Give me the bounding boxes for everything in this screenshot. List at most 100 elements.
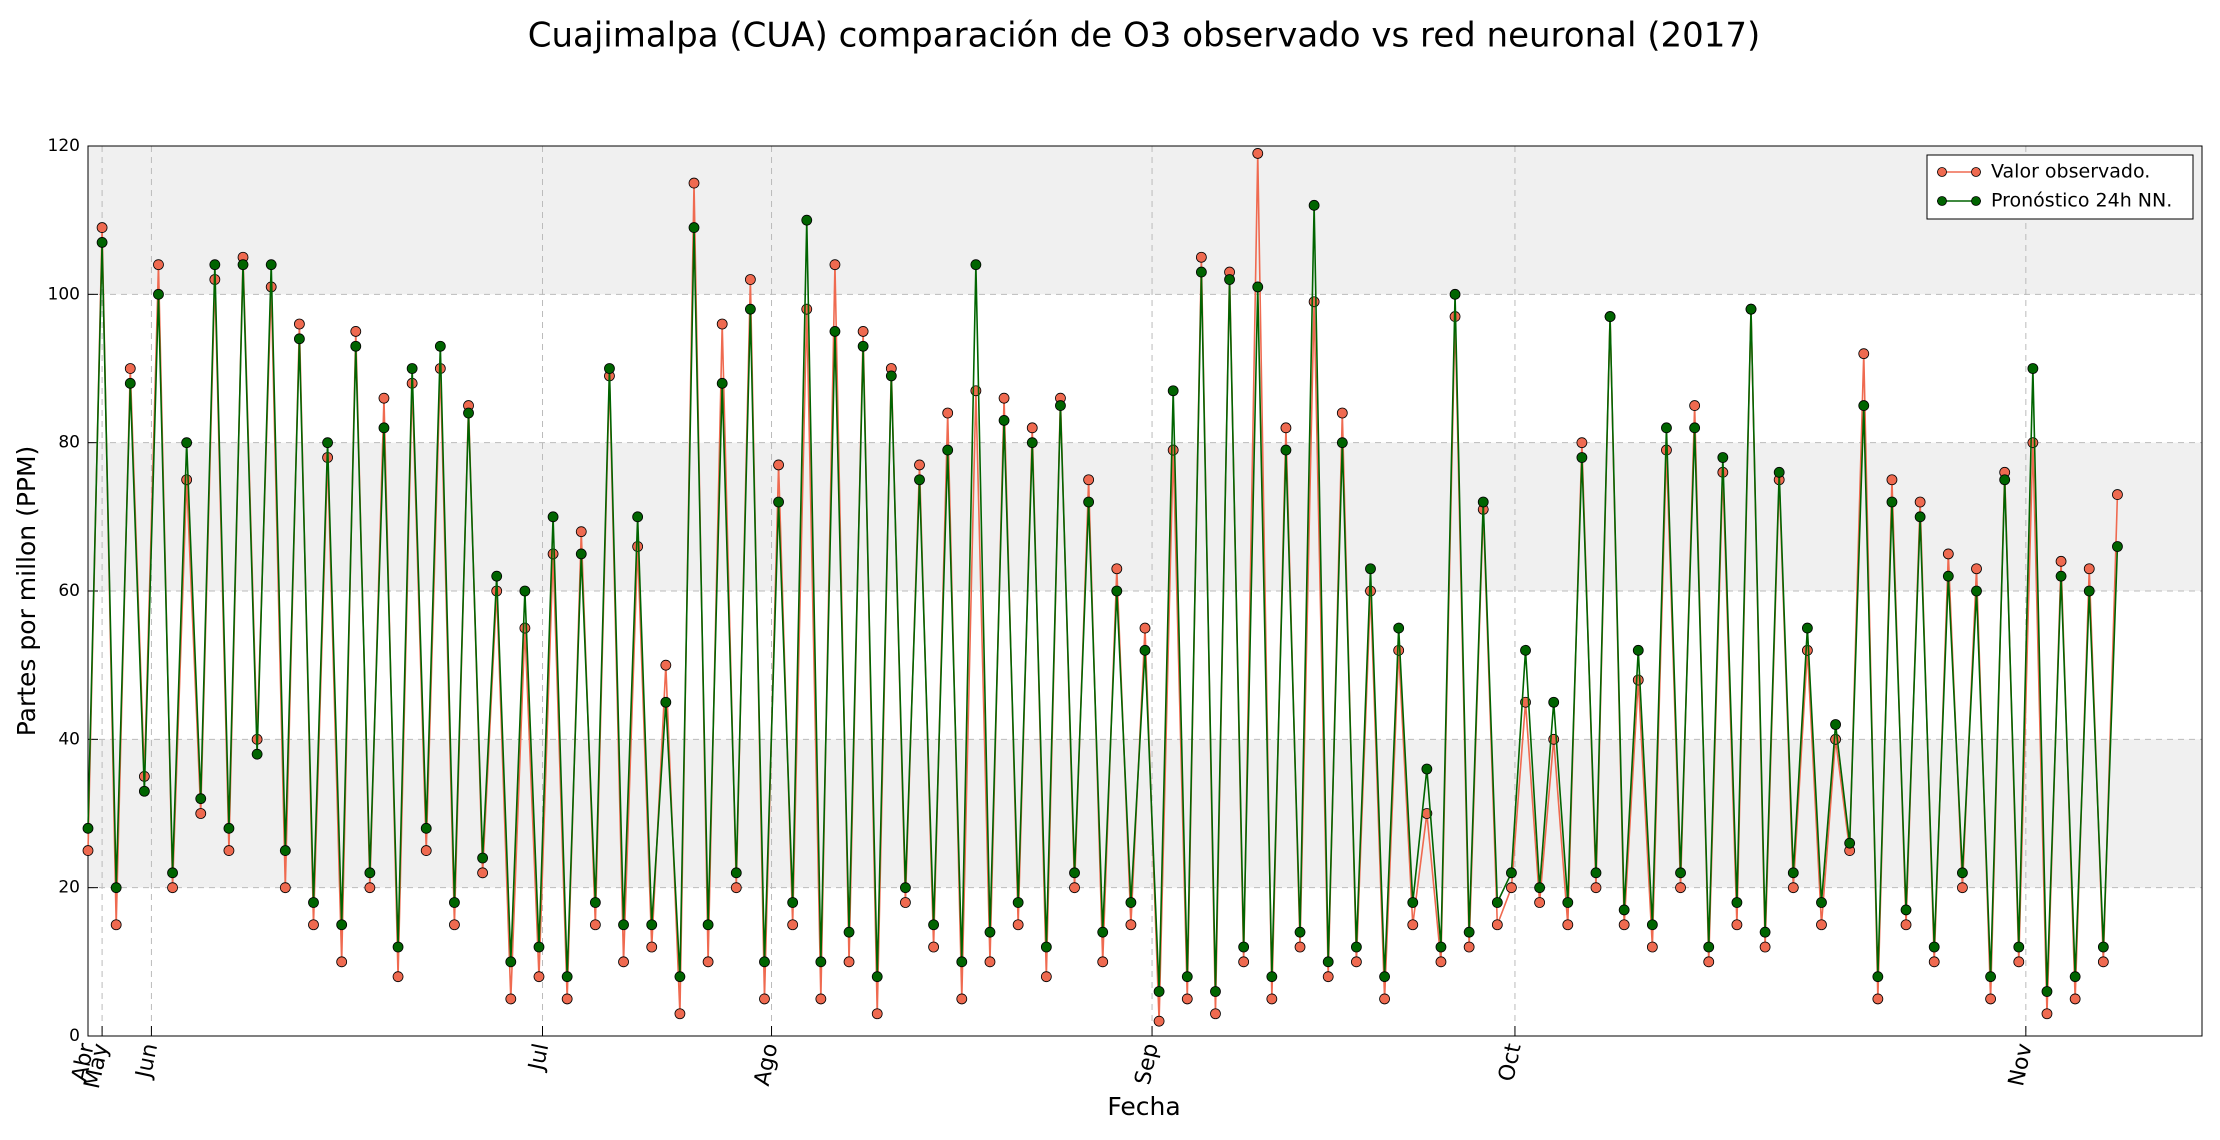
data-point <box>1604 311 1616 322</box>
data-point <box>195 793 207 805</box>
data-point <box>1971 585 1982 597</box>
data-point <box>1590 867 1602 879</box>
data-point <box>1816 919 1827 931</box>
data-point <box>1830 719 1841 730</box>
data-point <box>829 259 841 271</box>
data-point <box>914 474 925 486</box>
data-point <box>82 845 94 856</box>
data-point <box>688 177 700 189</box>
data-point <box>1026 422 1038 434</box>
data-point <box>1139 622 1151 634</box>
data-point <box>2069 993 2081 1005</box>
data-point <box>730 867 742 879</box>
data-point <box>942 407 954 419</box>
x-tick-label: Oct <box>1494 1041 1526 1084</box>
data-point <box>1280 422 1292 434</box>
data-point <box>1731 919 1743 931</box>
x-tick-label: Sep <box>1131 1041 1164 1087</box>
data-point <box>2083 585 2095 597</box>
data-point <box>350 340 362 352</box>
data-point <box>1858 348 1870 360</box>
data-point <box>688 222 700 233</box>
data-point <box>1576 452 1588 463</box>
data-point <box>942 444 954 456</box>
data-point <box>124 363 136 374</box>
data-point <box>632 541 644 552</box>
data-point <box>1971 563 1982 575</box>
data-point <box>181 437 193 449</box>
y-tick-label: 80 <box>58 433 80 453</box>
data-point <box>928 919 939 931</box>
data-point <box>322 437 333 449</box>
x-tick-label: Jul <box>524 1041 554 1074</box>
data-point <box>547 511 559 523</box>
data-point <box>759 956 770 968</box>
data-point <box>1985 993 1996 1005</box>
data-point <box>871 971 883 983</box>
data-point <box>449 897 460 908</box>
data-point <box>970 259 982 271</box>
data-point <box>2112 541 2123 552</box>
data-point <box>1421 763 1433 775</box>
data-point <box>2097 941 2109 953</box>
data-point <box>1125 897 1137 908</box>
data-point <box>1506 867 1517 879</box>
data-point <box>1703 956 1715 968</box>
data-point <box>1717 452 1729 463</box>
data-point <box>1125 919 1137 931</box>
data-point <box>1886 496 1898 508</box>
data-point <box>1379 971 1390 983</box>
plot-frame <box>87 145 2203 1037</box>
data-point <box>251 748 263 760</box>
data-point <box>153 288 164 300</box>
data-point <box>660 659 672 671</box>
data-point <box>1336 407 1348 419</box>
data-point <box>956 993 968 1005</box>
data-point <box>1914 511 1926 523</box>
data-point <box>1407 919 1419 931</box>
data-point <box>308 897 319 908</box>
data-point <box>1012 919 1024 931</box>
data-point <box>1407 897 1419 908</box>
data-point <box>223 845 235 856</box>
data-point <box>1040 971 1052 983</box>
data-point <box>1872 971 1884 983</box>
data-point <box>110 882 122 894</box>
data-point <box>1844 837 1856 849</box>
data-point <box>716 377 728 389</box>
x-tick-label: Jun <box>131 1041 163 1082</box>
data-point <box>533 971 545 983</box>
data-point <box>110 919 122 931</box>
data-point <box>1703 941 1715 953</box>
data-point <box>1773 466 1785 478</box>
data-point <box>1252 281 1264 293</box>
data-point <box>1365 563 1376 575</box>
data-point <box>1491 919 1503 931</box>
grid-band <box>88 146 2202 295</box>
data-point <box>1055 400 1066 411</box>
data-point <box>1181 993 1193 1005</box>
data-point <box>984 926 996 938</box>
data-point <box>787 919 799 931</box>
x-tick-label: Nov <box>2004 1041 2037 1088</box>
data-point <box>2097 956 2109 968</box>
data-point <box>237 259 249 271</box>
data-point <box>1957 867 1968 879</box>
data-point <box>1562 919 1574 931</box>
data-point <box>759 993 770 1005</box>
data-point <box>801 303 813 315</box>
data-point <box>646 919 658 931</box>
data-point <box>900 897 911 908</box>
data-point <box>1646 941 1658 953</box>
data-point <box>1012 897 1024 908</box>
data-point <box>1872 993 1884 1005</box>
y-tick-label: 0 <box>69 1026 80 1046</box>
y-tick-label: 100 <box>48 284 80 304</box>
data-point <box>96 237 108 248</box>
data-point <box>1900 919 1912 931</box>
data-point <box>1322 971 1334 983</box>
data-point <box>1590 882 1602 894</box>
data-point <box>2027 363 2039 374</box>
data-point <box>1210 986 1221 997</box>
data-point <box>1928 941 1940 953</box>
